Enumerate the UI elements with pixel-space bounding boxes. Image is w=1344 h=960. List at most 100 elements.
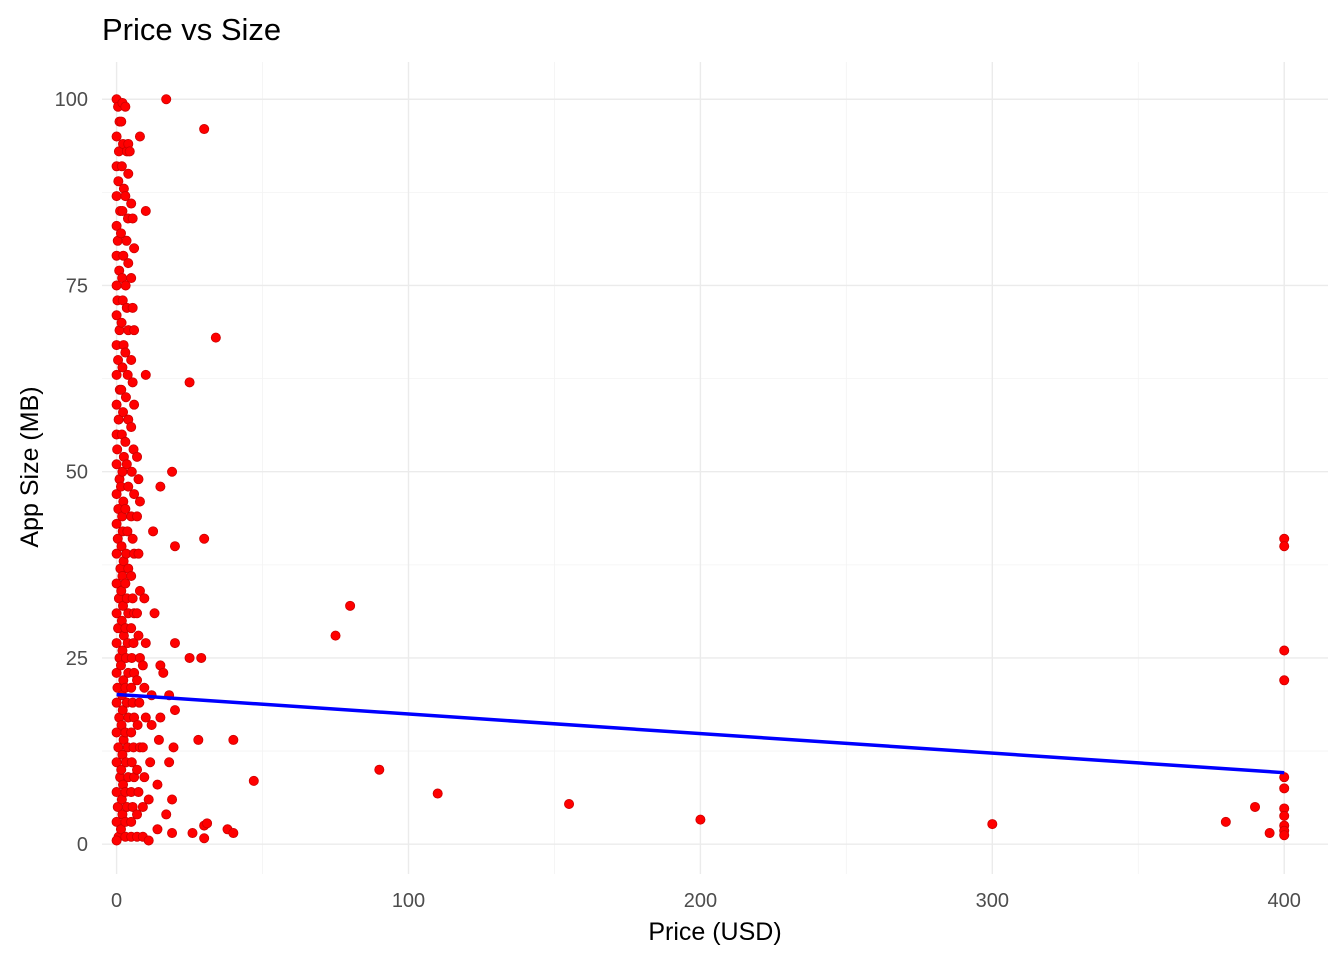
data-point (987, 819, 998, 830)
data-point (116, 541, 127, 552)
data-point (132, 720, 143, 731)
data-point (115, 824, 126, 835)
data-point (695, 814, 706, 825)
data-point (120, 578, 131, 589)
y-tick-label: 25 (66, 648, 88, 670)
data-point (228, 828, 239, 839)
data-point (126, 198, 137, 209)
data-point (169, 541, 180, 552)
data-point (134, 131, 145, 142)
data-point (432, 788, 443, 799)
data-point (158, 667, 169, 678)
x-tick-label: 100 (392, 890, 425, 912)
data-point (137, 742, 148, 753)
data-point (137, 660, 148, 671)
data-point (155, 712, 166, 723)
x-tick-label: 200 (684, 890, 717, 912)
data-point (126, 623, 137, 634)
data-point (118, 250, 129, 261)
x-tick-label: 400 (1268, 890, 1301, 912)
data-point (139, 682, 150, 693)
data-point (126, 422, 137, 433)
data-point (111, 191, 122, 202)
data-point (143, 794, 154, 805)
data-point (111, 697, 122, 708)
data-point (140, 205, 151, 216)
data-point (129, 489, 140, 500)
data-point (134, 585, 145, 596)
data-point (132, 451, 143, 462)
data-point (115, 228, 126, 239)
data-point (374, 764, 385, 775)
data-point (120, 101, 131, 112)
data-point (564, 798, 575, 809)
data-point (140, 369, 151, 380)
trend-line (116, 692, 1285, 775)
x-axis-title: Price (USD) (648, 918, 781, 946)
data-point (137, 801, 148, 812)
data-point (111, 608, 122, 619)
data-point (199, 833, 210, 844)
y-axis-title: App Size (MB) (16, 386, 44, 547)
data-point (117, 362, 128, 373)
data-point (128, 638, 139, 649)
data-point (139, 772, 150, 783)
data-point (133, 474, 144, 485)
data-point (184, 377, 195, 388)
data-point (152, 779, 163, 790)
data-point (117, 205, 128, 216)
data-point (111, 131, 122, 142)
data-point (126, 757, 137, 768)
data-point (132, 511, 143, 522)
grid (102, 62, 1328, 874)
data-point (111, 459, 122, 470)
data-point (127, 593, 138, 604)
data-point (123, 258, 134, 269)
data-point (167, 466, 178, 477)
data-point (118, 407, 129, 418)
data-point (161, 94, 172, 105)
data-point (167, 828, 178, 839)
data-point (1279, 783, 1290, 794)
data-point (126, 571, 137, 582)
data-point (126, 816, 137, 827)
data-point (143, 835, 154, 846)
data-point (120, 503, 131, 514)
data-point (248, 775, 259, 786)
data-point (116, 384, 127, 395)
data-point (126, 727, 137, 738)
data-point (184, 652, 195, 663)
data-point (122, 369, 133, 380)
data-point (1264, 828, 1275, 839)
data-point (126, 682, 137, 693)
data-point (120, 436, 131, 447)
data-point (187, 828, 198, 839)
y-tick-label: 50 (66, 462, 88, 484)
data-point (111, 518, 122, 529)
data-point (127, 213, 138, 224)
data-point (113, 414, 124, 425)
data-point (116, 764, 127, 775)
data-point (126, 273, 137, 284)
data-point (228, 734, 239, 745)
data-point (1279, 830, 1290, 841)
data-point (1279, 645, 1290, 656)
data-point (111, 638, 122, 649)
data-point (132, 809, 143, 820)
data-point (127, 533, 138, 544)
data-point (111, 489, 122, 500)
data-points (111, 94, 1290, 846)
data-point (164, 757, 175, 768)
data-point (1250, 801, 1261, 812)
data-point (139, 593, 150, 604)
data-point (123, 481, 134, 492)
data-point (133, 630, 144, 641)
data-point (193, 734, 204, 745)
data-point (127, 302, 138, 313)
data-point (196, 652, 207, 663)
data-point (121, 235, 132, 246)
data-point (111, 667, 122, 678)
data-point (112, 444, 123, 455)
data-point (330, 630, 341, 641)
